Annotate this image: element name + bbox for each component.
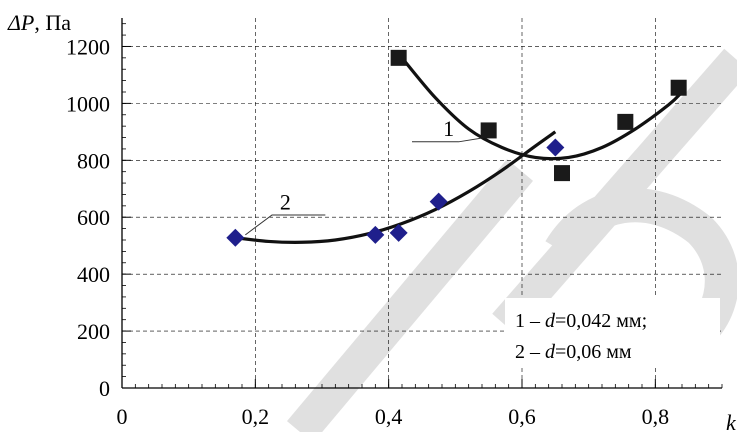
series-2-point-2	[389, 223, 408, 242]
annotation-leader-1	[412, 137, 486, 143]
y-tick-label-3: 600	[77, 205, 110, 230]
series-1-point-3	[617, 113, 634, 130]
y-axis-title-prefix: ΔP	[7, 10, 34, 35]
x-tick-label-1: 0,2	[242, 404, 270, 429]
x-tick-label-0: 0	[117, 404, 128, 429]
ticks	[121, 23, 723, 389]
series-1-point-0	[390, 49, 407, 66]
y-tick-label-6: 1200	[66, 34, 110, 59]
annotation-label-2: 2	[280, 189, 291, 214]
fit-curve-series-2	[235, 130, 557, 244]
series-2-point-0	[226, 228, 245, 247]
grid	[122, 18, 722, 388]
fit-curves	[235, 56, 684, 244]
series-2-point-1	[366, 225, 385, 244]
series-annotations: 12	[245, 116, 486, 236]
series-1-point-1	[480, 122, 497, 139]
series-1-point-2	[554, 165, 570, 182]
watermark	[286, 48, 737, 432]
axes	[121, 18, 722, 389]
y-axis-title-unit: , Па	[34, 10, 71, 35]
legend-entry-1: 1 – d=0,042 мм;	[515, 310, 647, 332]
y-tick-label-5: 1000	[66, 91, 110, 116]
series-1-point-4	[670, 79, 687, 96]
legend: 1 – d=0,042 мм; 2 – d=0,06 мм	[505, 298, 720, 368]
y-axis-title: ΔP, Па	[7, 10, 71, 35]
y-tick-label-2: 400	[77, 262, 110, 287]
series-2-point-3	[429, 192, 448, 211]
legend-entry-2: 2 – d=0,06 мм	[515, 341, 632, 363]
x-tick-label-2: 0,4	[375, 404, 403, 429]
x-axis-title: k	[726, 410, 737, 432]
x-tick-label-3: 0,6	[508, 404, 536, 429]
annotation-leader-2	[245, 214, 326, 236]
data-markers	[226, 49, 687, 247]
legend-background	[505, 298, 720, 368]
y-tick-label-4: 800	[77, 148, 110, 173]
annotation-label-1: 1	[443, 116, 454, 141]
y-tick-label-0: 0	[99, 376, 110, 401]
series-2-point-4	[546, 138, 565, 157]
x-tick-label-4: 0,8	[642, 404, 670, 429]
tick-labels: 0 200 400 600 800 1000 1200 0 0,2 0,4 0,6 0,8	[66, 34, 669, 429]
fit-curve-series-1	[400, 56, 684, 161]
y-tick-label-1: 200	[77, 319, 110, 344]
